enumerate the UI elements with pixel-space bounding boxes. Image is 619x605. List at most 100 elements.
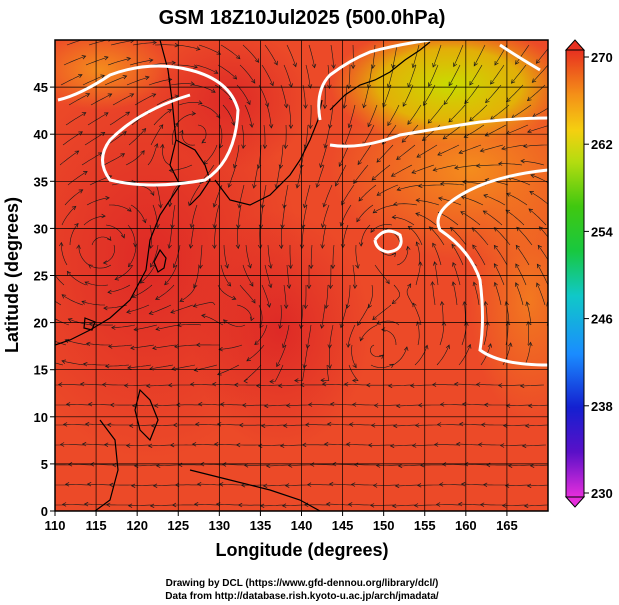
streamline [156,464,180,467]
streamline [349,424,373,426]
streamline [146,384,171,387]
streamline [302,204,308,229]
streamline [515,282,524,306]
streamline [372,44,376,69]
streamline [450,227,467,246]
streamline [356,204,374,222]
streamline [286,44,297,67]
streamline-arrowhead [278,164,284,169]
streamline-arrowhead [243,378,248,384]
streamline [253,164,259,189]
streamline [415,424,439,426]
streamline [452,262,461,286]
streamline [392,216,415,226]
streamline-arrowhead [522,143,528,149]
colorbar-tick-label: 262 [591,137,613,152]
streamline-arrowhead [525,301,530,306]
streamline-arrowhead [86,481,92,487]
streamline-arrowhead [358,242,364,247]
streamline-arrowhead [167,382,173,388]
streamline-arrowhead [179,297,184,302]
streamline [171,364,196,370]
streamline-arrowhead [407,225,413,231]
streamline-arrowhead [319,324,325,329]
streamline-arrowhead [235,54,241,60]
streamline-arrowhead [320,223,326,229]
streamline-arrowhead [196,481,202,487]
streamline [197,124,207,144]
streamline [305,124,309,149]
streamline [150,504,175,507]
streamline [194,503,219,506]
streamline-arrowhead [249,123,254,128]
streamline-arrowhead [347,502,353,507]
streamline-arrowhead [516,226,521,232]
streamline-arrowhead [391,252,397,258]
streamline-arrowhead [350,482,356,487]
streamline [360,324,378,341]
streamline-arrowhead [127,365,132,370]
streamline [437,144,460,156]
streamline [352,404,376,406]
streamline [219,483,243,486]
streamline [412,44,420,68]
streamline [469,104,488,121]
streamline-arrowhead [415,198,420,203]
streamline [523,144,547,147]
streamline [258,84,269,107]
streamline-arrowhead [514,282,520,287]
x-axis: 110 115 120 125 130 135 140 145 150 155 160 165 [45,511,518,533]
streamline-arrowhead [299,382,305,388]
streamline-arrowhead [306,284,312,290]
streamline [526,301,532,326]
streamline [216,503,241,506]
streamline [200,104,221,119]
streamline-arrowhead [167,202,173,208]
streamline-arrowhead [411,169,417,174]
streamline-arrowhead [189,382,195,387]
streamline [153,484,178,487]
streamline-arrowhead [282,423,288,428]
streamline-arrowhead [50,267,54,271]
streamline [393,424,418,427]
streamline [80,383,105,386]
streamline-arrowhead [389,443,395,449]
contour-northeast-lower [329,116,548,148]
streamline [85,423,110,426]
streamline [340,304,348,328]
streamline [395,484,420,487]
streamline [280,84,287,108]
streamline [134,464,159,467]
streamline-arrowhead [226,282,232,287]
streamline [528,404,548,407]
streamline-arrowhead [362,103,367,109]
streamline [346,443,370,446]
streamline-arrowhead [382,103,387,108]
streamline [412,444,436,446]
streamline-arrowhead [331,64,336,69]
streamline-arrowhead [151,93,157,98]
streamline-arrowhead [485,321,490,326]
streamline [147,143,158,166]
streamline-arrowhead [294,378,299,383]
streamline [61,294,84,306]
streamline-arrowhead [104,55,109,61]
streamline-arrowhead [504,483,510,488]
streamline-arrowhead [158,203,163,209]
streamline-arrowhead [346,84,352,90]
streamline [114,264,134,280]
streamline [176,44,200,50]
streamline [440,404,465,406]
streamline [443,124,463,140]
streamline [408,226,423,246]
streamline [464,84,480,104]
streamline-arrowhead [431,382,437,387]
colorbar-tick-label: 230 [591,486,613,501]
contour-northeast-upper [317,40,431,121]
streamline-arrowhead [311,63,317,69]
streamline [418,184,442,187]
streamline-arrowhead [251,298,256,304]
streamline-arrowhead [288,124,294,130]
gridlines [55,40,548,511]
streamline-arrowhead [472,281,477,287]
